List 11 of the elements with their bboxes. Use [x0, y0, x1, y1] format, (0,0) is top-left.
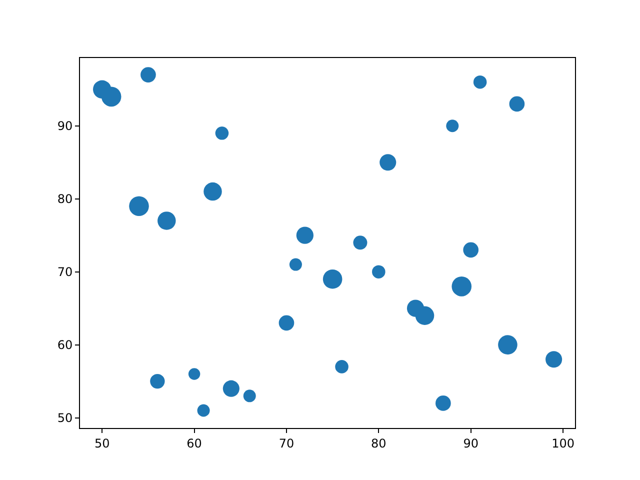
x-tick-label: 80 [371, 436, 386, 450]
y-tick-label: 50 [57, 410, 73, 425]
y-tick-label: 90 [57, 119, 73, 134]
x-tick-label: 70 [278, 436, 294, 450]
y-tick-label: 70 [57, 265, 73, 280]
x-tick-label: 90 [463, 436, 478, 450]
x-tick-label: 50 [94, 436, 110, 450]
x-tick-label: 100 [552, 436, 574, 450]
x-tick-label: 60 [186, 436, 202, 450]
y-tick-label: 80 [57, 192, 73, 206]
y-tick-label: 60 [57, 338, 73, 352]
